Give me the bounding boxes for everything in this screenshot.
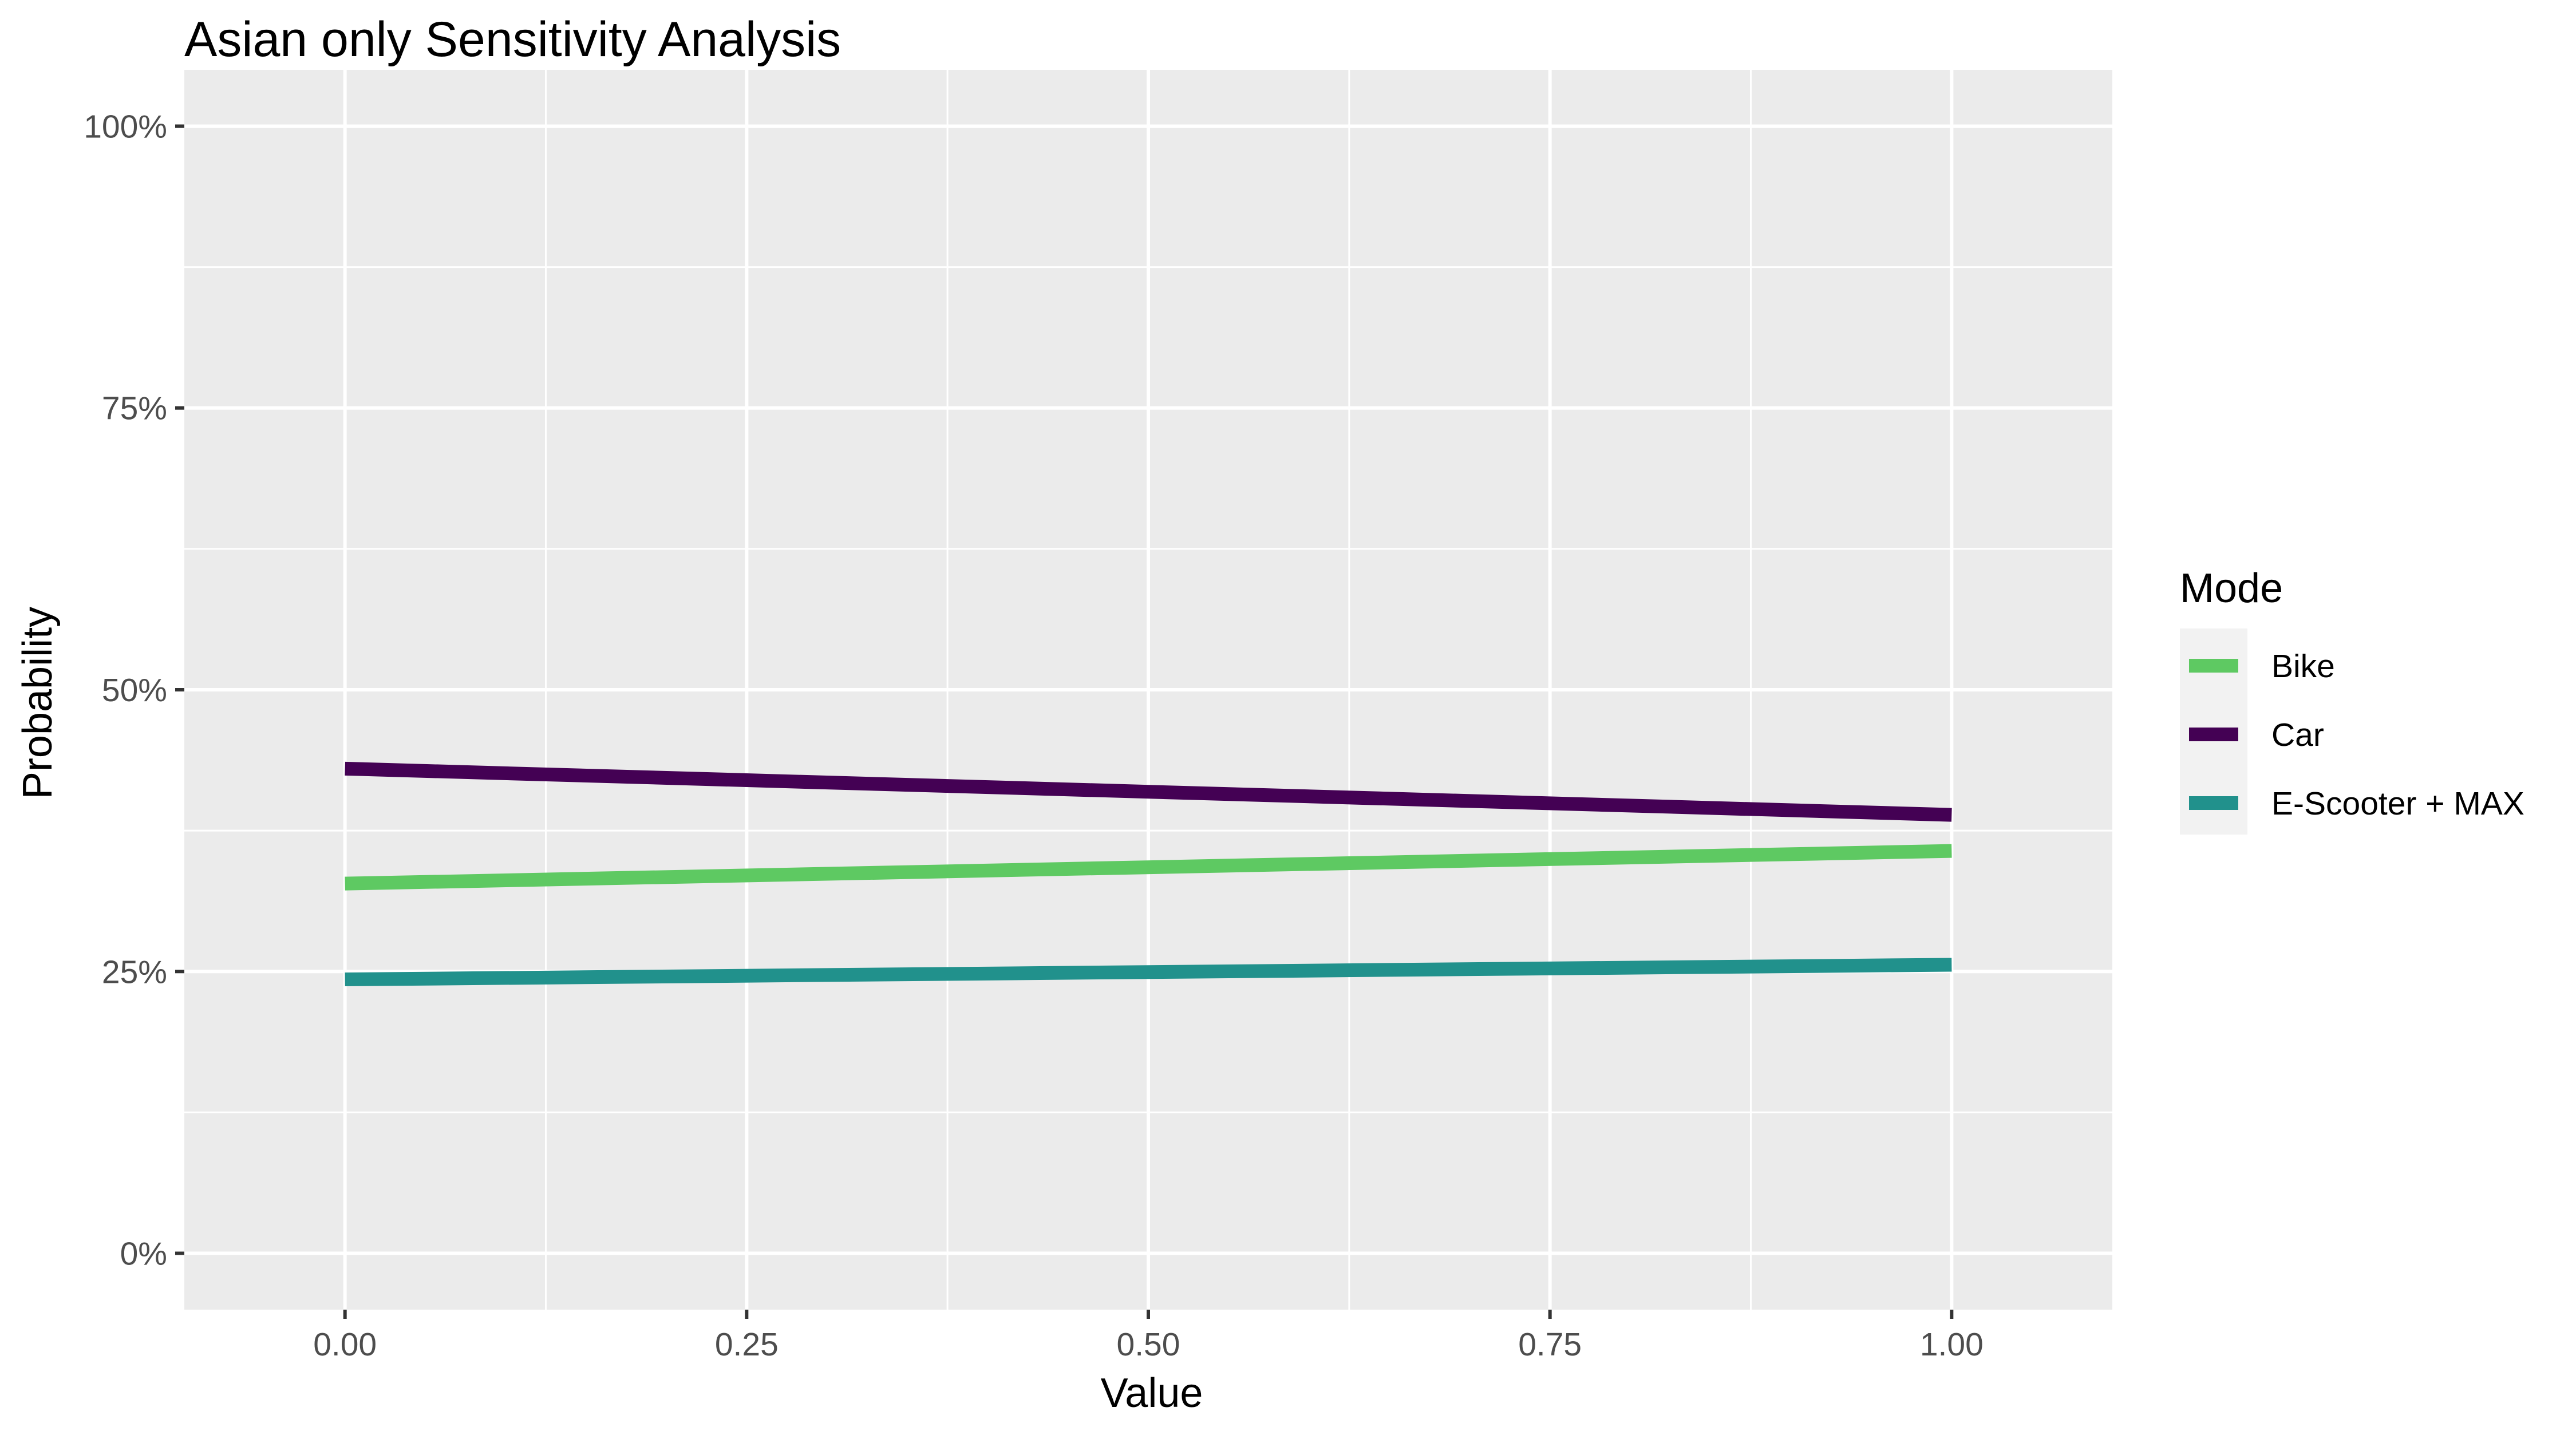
y-tick-label: 75% (102, 390, 167, 427)
x-axis-title: Value (1101, 1370, 1203, 1416)
legend-items: Bike Car E-Scooter + MAX (2189, 648, 2524, 822)
legend-label: Bike (2271, 648, 2335, 685)
x-tick-label: 0.75 (1518, 1326, 1582, 1363)
x-tick-label: 0.00 (313, 1326, 377, 1363)
y-axis-title: Probability (15, 607, 61, 799)
y-tick-label: 25% (102, 954, 167, 990)
legend: Mode Bike Car E-Scooter + MAX (2180, 566, 2524, 835)
y-tick-label: 100% (84, 108, 167, 145)
series-line-1 (345, 844, 1952, 891)
x-tick-label: 0.25 (715, 1326, 779, 1363)
x-tick-label: 0.50 (1117, 1326, 1180, 1363)
legend-label: Car (2271, 717, 2324, 753)
series-lines (345, 761, 1952, 987)
chart-title: Asian only Sensitivity Analysis (184, 12, 841, 67)
y-axis: 0% 25% 50% 75% 100% (84, 108, 184, 1272)
series-line-3 (345, 958, 1952, 987)
y-tick-label: 50% (102, 672, 167, 709)
x-tick-label: 1.00 (1920, 1326, 1984, 1363)
y-tick-label: 0% (120, 1236, 167, 1272)
legend-label: E-Scooter + MAX (2271, 785, 2524, 822)
legend-title: Mode (2180, 566, 2283, 611)
series-line-2 (345, 761, 1952, 822)
x-axis: 0.00 0.25 0.50 0.75 1.00 (313, 1310, 1984, 1363)
